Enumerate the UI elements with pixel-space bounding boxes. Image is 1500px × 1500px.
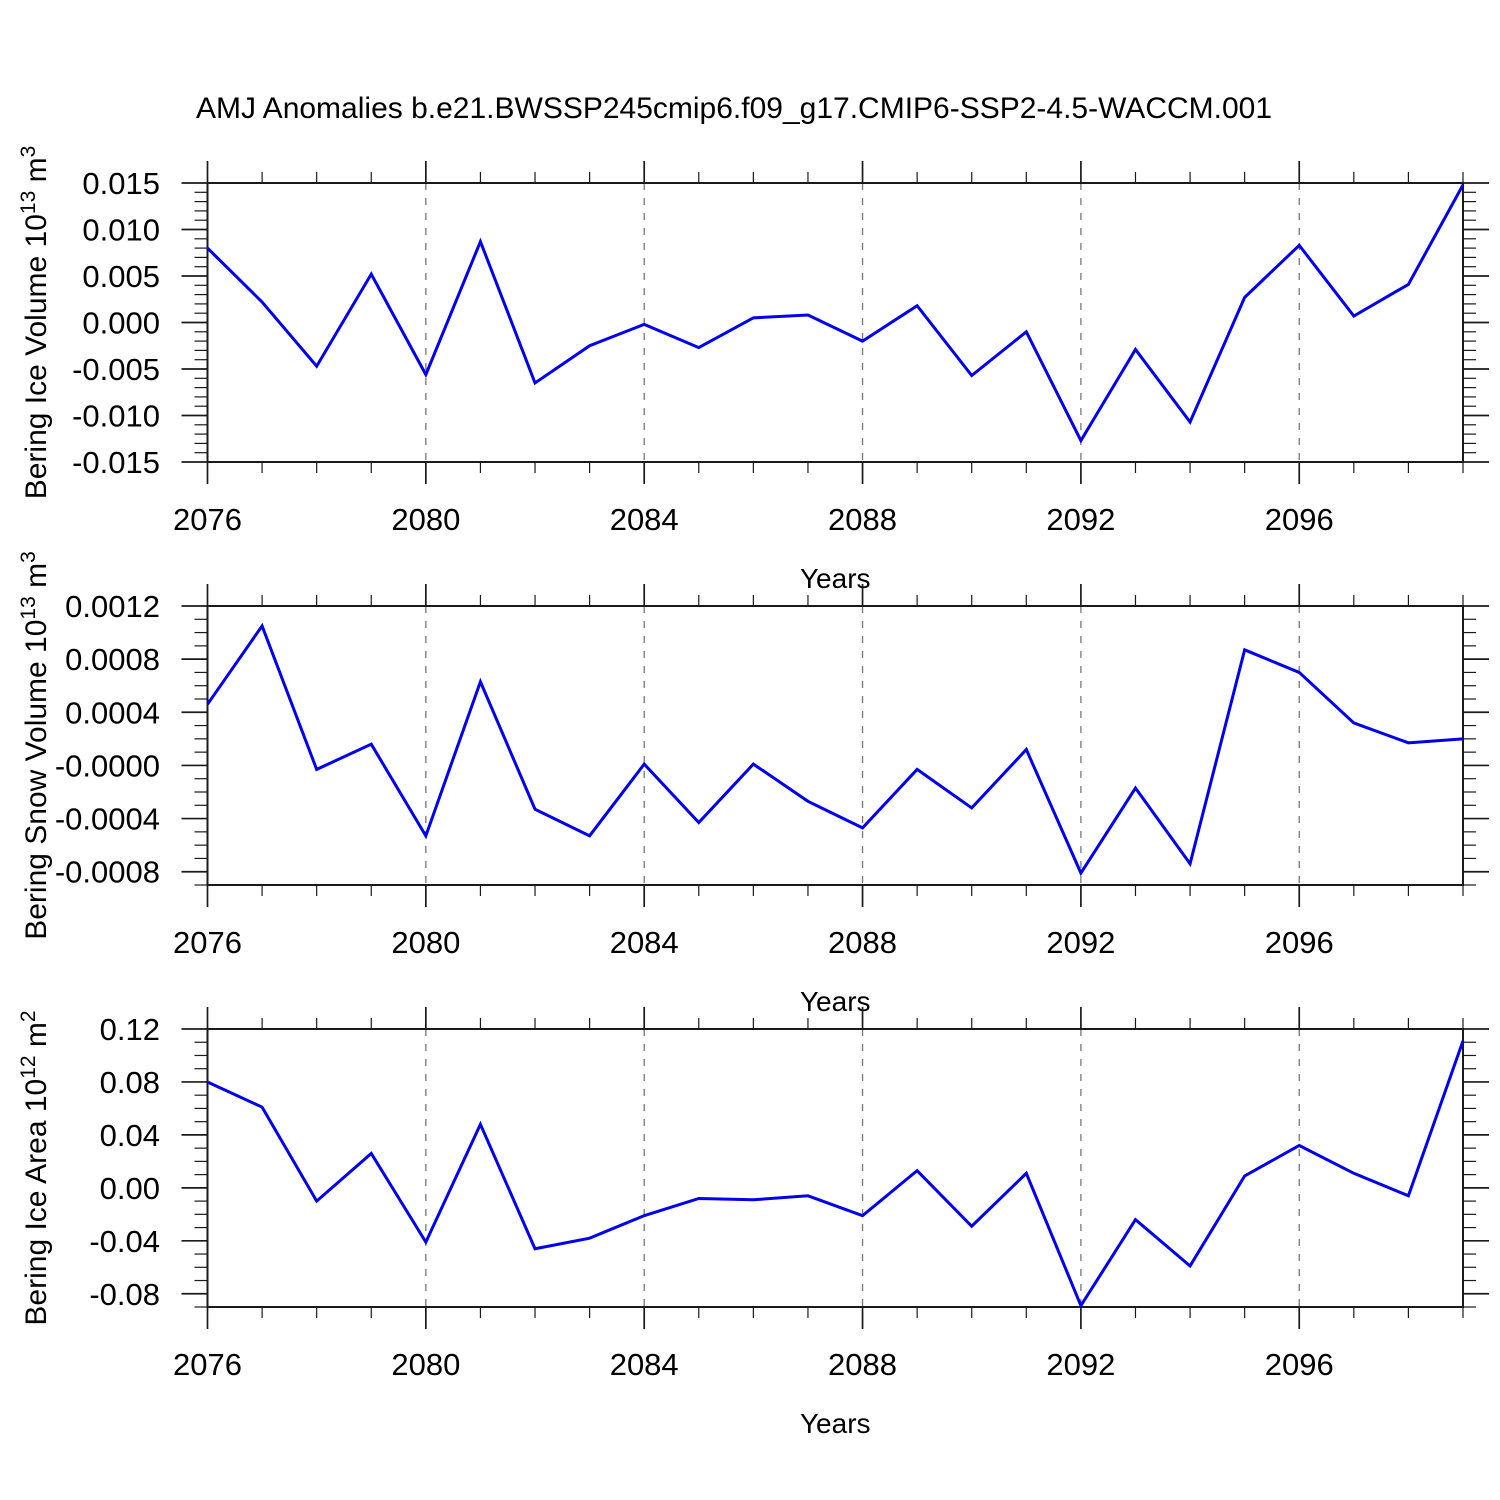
- y-tick-label: -0.0004: [55, 802, 160, 837]
- y-tick-label: -0.08: [89, 1277, 160, 1312]
- plot-border: [206, 605, 1464, 886]
- y-tick-label: 0.0008: [65, 642, 160, 677]
- x-tick-label: 2096: [1265, 1347, 1334, 1382]
- y-tick-label: -0.005: [72, 352, 160, 387]
- panel-ice-volume: 0.015 0.010 0.005 0.000 -0.005 -0.010 -0.015 20…: [17, 146, 1489, 594]
- x-tick-label: 2084: [610, 502, 679, 537]
- panels-group: 0.015 0.010 0.005 0.000 -0.005 -0.010 -0.015 20…: [17, 146, 1489, 1439]
- y-tick-label: -0.010: [72, 399, 160, 434]
- x-tick-label: 2076: [173, 925, 242, 960]
- y-tick-label: 0.12: [100, 1012, 160, 1047]
- plot-border: [206, 182, 1464, 463]
- x-tick-label: 2096: [1265, 925, 1334, 960]
- x-tick-label: 2088: [828, 1347, 897, 1382]
- data-line-ice-volume: [206, 184, 1465, 444]
- y-tick-label: 0.00: [100, 1171, 160, 1206]
- x-axis-label: Years: [800, 563, 871, 594]
- x-tick-label: 2088: [828, 925, 897, 960]
- y-axis-label: Bering Ice Area 1012 m2: [17, 1010, 53, 1325]
- x-tick-label: 2076: [173, 1347, 242, 1382]
- x-tick-label: 2076: [173, 502, 242, 537]
- plot-border: [206, 1028, 1464, 1308]
- data-line-ice-area: [206, 1040, 1465, 1309]
- y-axis-label: Bering Snow Volume 1013 m3: [17, 551, 53, 940]
- y-tick-label: 0.08: [100, 1065, 160, 1100]
- y-axis-label: Bering Ice Volume 1013 m3: [17, 146, 53, 500]
- data-line-snow-volume: [206, 622, 1464, 877]
- y-tick-label: 0.000: [82, 306, 160, 341]
- figure-title: AMJ Anomalies b.e21.BWSSP245cmip6.f09_g1…: [196, 92, 1272, 125]
- x-tick-label: 2084: [610, 1347, 679, 1382]
- x-tick-label: 2092: [1046, 925, 1115, 960]
- x-axis-label: Years: [800, 1408, 871, 1439]
- y-tick-label: 0.0004: [65, 695, 160, 730]
- x-tick-label: 2080: [391, 1347, 460, 1382]
- y-tick-label: -0.0008: [55, 855, 160, 890]
- y-tick-label: 0.015: [82, 166, 160, 201]
- x-tick-label: 2084: [610, 925, 679, 960]
- x-tick-label: 2080: [391, 502, 460, 537]
- panel-snow-volume: 0.0012 0.0008 0.0004 -0.0000 -0.0004 -0.0008 2…: [17, 551, 1489, 1017]
- y-tick-label: -0.04: [89, 1224, 160, 1259]
- panel-ice-area: 0.12 0.08 0.04 0.00 -0.04 -0.08 2076 2080 2084 20…: [17, 1007, 1489, 1439]
- y-tick-label: 0.010: [82, 213, 160, 248]
- x-tick-label: 2080: [391, 925, 460, 960]
- x-tick-label: 2088: [828, 502, 897, 537]
- x-tick-label: 2096: [1265, 502, 1334, 537]
- y-tick-label: 0.04: [100, 1118, 160, 1153]
- y-tick-label: 0.005: [82, 259, 160, 294]
- x-axis-label: Years: [800, 986, 871, 1017]
- y-tick-label: -0.015: [72, 445, 160, 480]
- y-tick-label: -0.0000: [55, 748, 160, 783]
- x-tick-label: 2092: [1046, 1347, 1115, 1382]
- y-tick-label: 0.0012: [65, 589, 160, 624]
- x-tick-label: 2092: [1046, 502, 1115, 537]
